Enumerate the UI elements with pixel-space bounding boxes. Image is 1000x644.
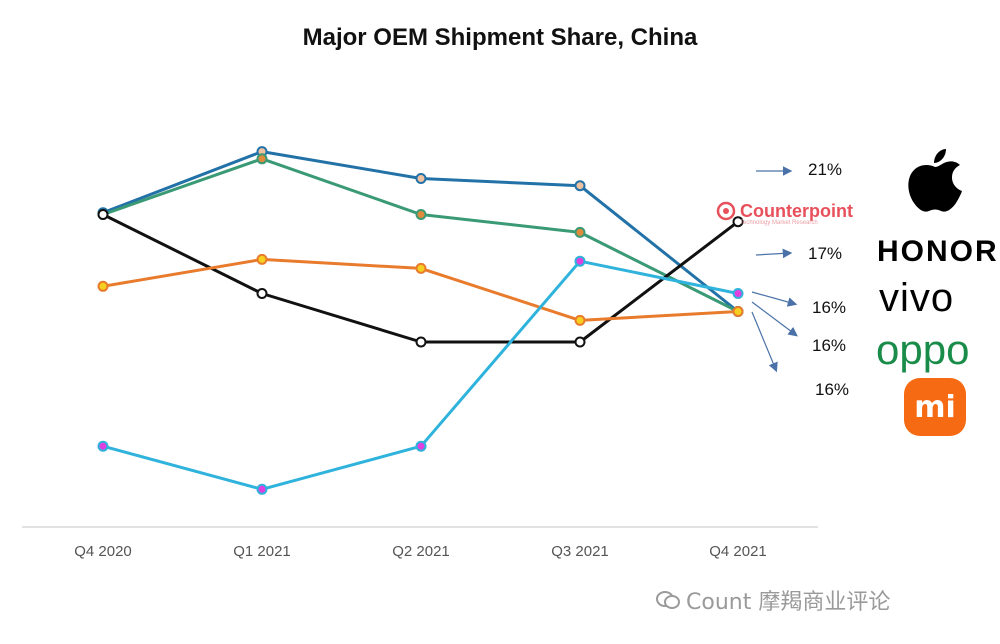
apple-icon [908,149,962,212]
data-point [732,216,744,228]
data-point [574,180,586,192]
counterpoint-icon [716,201,736,221]
data-point [97,209,109,220]
data-point [415,209,427,220]
callout-arrow [751,301,798,337]
x-tick-label: Q4 2020 [74,543,132,560]
data-point [256,253,268,265]
honor-logo: HONOR [877,235,999,268]
counterpoint-logo: Counterpoint [716,200,853,222]
data-point [732,306,744,317]
callout-arrow [751,311,778,373]
watermark: Count 摩羯商业评论 [656,584,890,616]
x-tick-label: Q3 2021 [551,543,609,560]
data-point [415,173,427,184]
xiaomi-mi-text: mi [914,389,956,425]
watermark-text: Count 摩羯商业评论 [686,590,891,615]
data-point [574,314,586,326]
x-tick-label: Q1 2021 [233,543,291,560]
data-point [256,288,268,299]
end-label-16a: 16% [812,298,847,317]
data-point [97,440,109,452]
data-point [415,440,427,452]
data-point [256,153,268,165]
counterpoint-name: Counterpoint [740,200,853,221]
end-label-16c: 16% [815,380,850,399]
counterpoint-tagline: Technology Market Research [740,220,818,226]
data-point [97,280,109,292]
oppo-logo: oppo [876,326,970,373]
vivo-logo: vivo [879,276,955,320]
x-tick-label: Q4 2021 [709,543,767,560]
end-label-21: 21% [808,160,843,179]
callout-arrow [755,248,793,259]
end-label-16b: 16% [812,336,847,355]
data-point [732,288,744,299]
data-point [256,483,268,495]
data-point [574,255,586,267]
chart-title: Major OEM Shipment Share, China [302,24,698,51]
series-line-2 [102,213,739,344]
x-tick-label: Q2 2021 [392,543,450,560]
data-point [574,336,586,348]
chat-icon [656,590,680,610]
end-label-17: 17% [808,244,843,263]
data-point [415,262,427,274]
callout-arrow [751,291,798,307]
data-point [574,226,586,238]
data-point [415,336,427,348]
xiaomi-logo: mi [904,378,966,436]
